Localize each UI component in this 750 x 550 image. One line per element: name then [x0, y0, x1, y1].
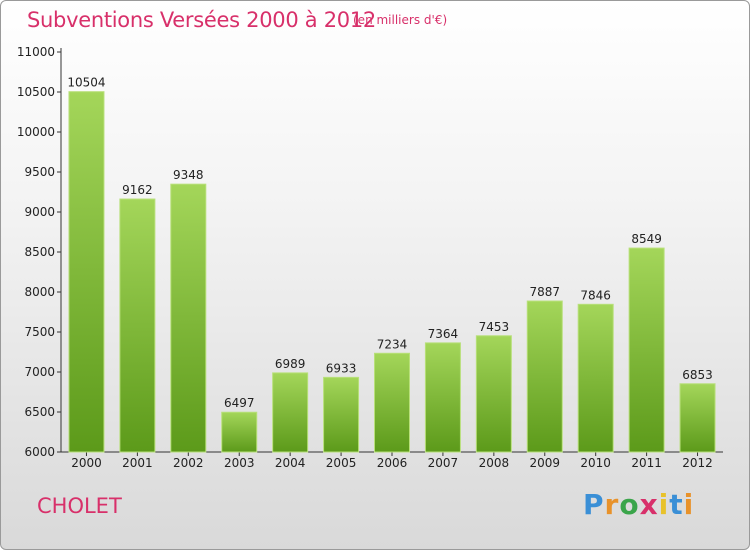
- y-tick-label: 7500: [24, 325, 55, 339]
- bar-2012: [679, 383, 716, 453]
- y-tick-label: 9500: [24, 165, 55, 179]
- bar-value-label: 8549: [631, 232, 662, 246]
- logo-letter: i: [683, 488, 695, 521]
- y-tick-label: 7000: [24, 365, 55, 379]
- bars-group: [68, 91, 716, 453]
- bar-2010: [577, 303, 614, 453]
- y-tick-label: 6000: [24, 445, 55, 459]
- chart-title: Subventions Versées 2000 à 2012: [27, 8, 376, 32]
- x-tick-label: 2004: [275, 456, 306, 470]
- bar-2004: [272, 372, 309, 453]
- bar-2007: [424, 342, 461, 453]
- x-tick-label: 2002: [173, 456, 204, 470]
- axes: 6000 6500 7000 7500 8000 8500 9000 9500 10000 105…: [17, 45, 723, 470]
- bar-value-label: 6989: [275, 357, 306, 371]
- x-tick-label: 2007: [428, 456, 459, 470]
- bar-2000: [68, 91, 105, 453]
- x-tick-label: 2011: [631, 456, 662, 470]
- x-tick-label: 2000: [71, 456, 102, 470]
- bar-2002: [170, 183, 207, 453]
- bar-value-label: 7364: [428, 327, 459, 341]
- y-tick-label: 6500: [24, 405, 55, 419]
- bar-2001: [119, 198, 156, 453]
- logo-letter: r: [604, 488, 620, 521]
- bar-value-label: 7453: [479, 320, 510, 334]
- bar-value-label: 7846: [580, 288, 611, 302]
- logo-letter: t: [669, 488, 684, 521]
- bar-value-label: 6933: [326, 361, 357, 375]
- bar-2005: [323, 376, 360, 453]
- labels-group: 10504 9162 9348 6497 6989 6933 7234 7364 7453 788…: [67, 76, 712, 411]
- y-tick-label: 8500: [24, 245, 55, 259]
- chart-subtitle: (en milliers d'€): [353, 13, 448, 27]
- bar-value-label: 9162: [122, 183, 153, 197]
- bar-value-label: 7234: [377, 337, 408, 351]
- logo-letter: o: [619, 488, 640, 521]
- x-tick-label: 2009: [529, 456, 560, 470]
- logo-letter: P: [583, 488, 605, 521]
- bar-value-label: 10504: [67, 76, 105, 90]
- x-tick-label: 2001: [122, 456, 153, 470]
- x-tick-label: 2012: [682, 456, 713, 470]
- y-tick-label: 10000: [17, 125, 55, 139]
- y-tick-label: 10500: [17, 85, 55, 99]
- city-name: CHOLET: [37, 494, 122, 518]
- logo-letter: i: [658, 488, 670, 521]
- y-tick-label: 9000: [24, 205, 55, 219]
- x-tick-label: 2010: [580, 456, 611, 470]
- bar-value-label: 7887: [529, 285, 560, 299]
- y-tick-label: 11000: [17, 45, 55, 59]
- proxiti-logo: Proxiti: [583, 488, 694, 521]
- bar-2008: [475, 335, 512, 453]
- y-tick-label: 8000: [24, 285, 55, 299]
- bar-value-label: 6497: [224, 396, 255, 410]
- bar-2006: [374, 352, 410, 453]
- x-tick-label: 2005: [326, 456, 357, 470]
- x-tick-label: 2006: [377, 456, 408, 470]
- x-tick-label: 2008: [479, 456, 510, 470]
- logo-letter: x: [639, 488, 659, 521]
- bar-value-label: 9348: [173, 168, 204, 182]
- bar-2003: [221, 411, 258, 453]
- bar-2009: [526, 300, 563, 453]
- x-tick-label: 2003: [224, 456, 255, 470]
- bar-value-label: 6853: [682, 368, 713, 382]
- bar-2011: [628, 247, 665, 453]
